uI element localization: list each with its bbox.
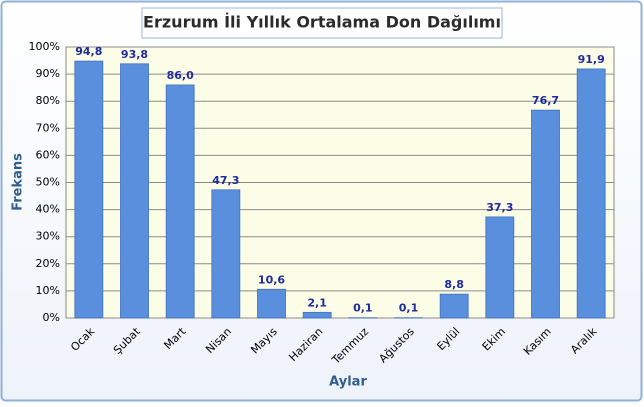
value-label: 37,3 <box>486 201 513 214</box>
y-tick-label: 10% <box>36 284 60 297</box>
x-axis-title: Aylar <box>329 375 367 390</box>
bar <box>121 64 149 318</box>
y-tick-label: 30% <box>36 230 60 243</box>
bar <box>440 294 468 318</box>
bar <box>577 69 605 318</box>
bar <box>486 217 514 318</box>
bar <box>303 312 331 318</box>
bar <box>532 110 560 318</box>
value-label: 8,8 <box>444 278 464 291</box>
y-axis-title: Frekans <box>11 153 26 211</box>
y-tick-label: 0% <box>43 311 60 324</box>
value-label: 76,7 <box>532 94 559 107</box>
value-label: 2,1 <box>307 296 327 309</box>
y-tick-label: 50% <box>36 176 60 189</box>
bar <box>258 289 286 318</box>
y-tick-label: 40% <box>36 203 60 216</box>
y-tick-label: 60% <box>36 148 60 161</box>
value-label: 94,8 <box>75 45 102 58</box>
y-tick-label: 90% <box>36 67 60 80</box>
y-tick-label: 80% <box>36 94 60 107</box>
value-label: 91,9 <box>578 53 605 66</box>
y-tick-label: 100% <box>29 40 60 53</box>
value-label: 0,1 <box>353 302 373 315</box>
chart-title: Erzurum İli Yıllık Ortalama Don Dağılımı <box>143 13 501 32</box>
bar <box>75 61 103 318</box>
value-label: 93,8 <box>121 48 148 61</box>
value-label: 86,0 <box>167 69 194 82</box>
bar <box>166 85 194 318</box>
y-tick-label: 70% <box>36 121 60 134</box>
value-label: 10,6 <box>258 273 285 286</box>
y-tick-label: 20% <box>36 257 60 270</box>
value-label: 0,1 <box>399 302 419 315</box>
bar <box>212 190 240 318</box>
value-label: 47,3 <box>212 174 239 187</box>
